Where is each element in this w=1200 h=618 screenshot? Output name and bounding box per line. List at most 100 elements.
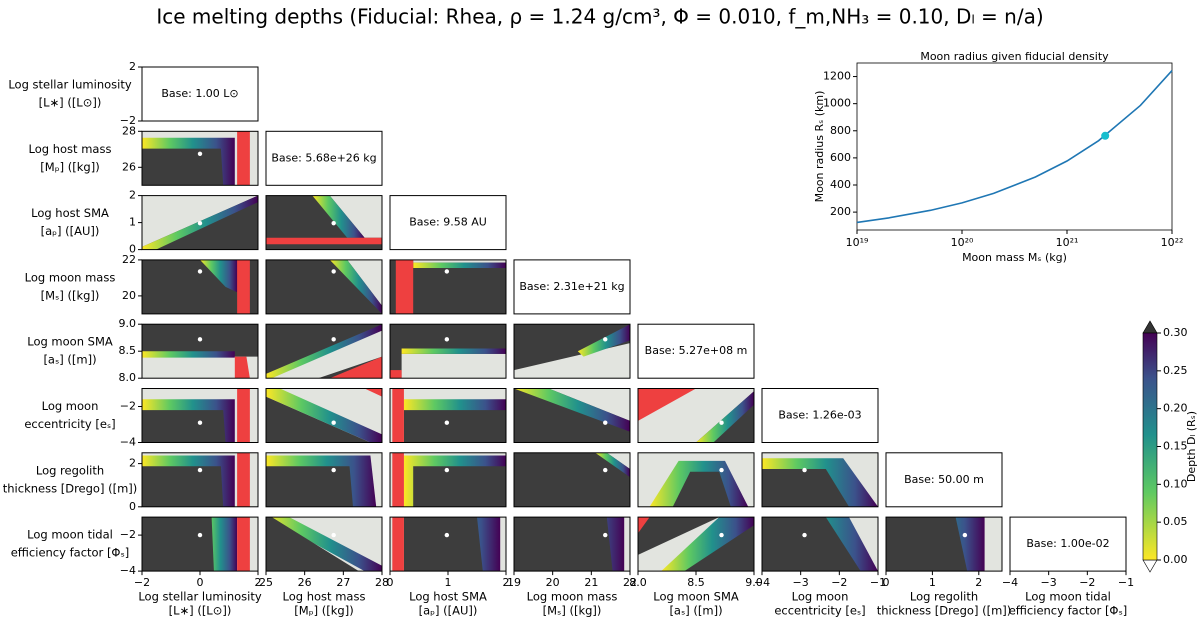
colorbar-tick-label: 0.20 (1163, 402, 1188, 415)
base-box (761, 388, 879, 443)
x-tick-label: 9.0 (745, 576, 763, 589)
heatmap-region (142, 410, 226, 443)
colorbar-extend-top (1142, 320, 1158, 334)
panel-frame (265, 388, 383, 443)
base-label: Base: 1.00 L⊙ (161, 87, 238, 100)
x-tick-label: 28 (375, 576, 389, 589)
x-tick-label: 0 (197, 576, 204, 589)
heatmap-region (312, 195, 365, 238)
fiducial-point (603, 532, 608, 538)
panel-frame (513, 323, 631, 379)
fiducial-point (444, 420, 450, 425)
heatmap-region (266, 388, 382, 443)
panel-frame (389, 452, 507, 508)
x-tick-label: 26 (298, 576, 312, 589)
y-tick-label: 2 (129, 189, 136, 202)
colorbar-extend-bottom (1142, 559, 1158, 573)
row-label: Log stellar luminosity (8, 78, 131, 92)
x-tick-label: 1 (445, 576, 452, 589)
y-tick-label: 8.5 (119, 344, 137, 357)
panel-frame (265, 323, 383, 379)
heatmap-region (413, 466, 506, 507)
column-label: Log stellar luminosity (138, 590, 261, 604)
fiducial-point (197, 337, 203, 342)
y-tick-label: −2 (120, 400, 136, 413)
y-tick-label: 8.0 (119, 371, 137, 384)
column-label: eccentricity [eₛ] (774, 604, 865, 618)
row-label: [aₚ] ([AU]) (41, 224, 100, 238)
fiducial-point (962, 532, 968, 538)
base-box (1009, 516, 1127, 572)
panel-frame (141, 130, 259, 186)
fiducial-point (197, 532, 203, 538)
x-tick-label: −1 (870, 576, 886, 589)
column-label: Log moon SMA (653, 590, 739, 604)
base-label: Base: 5.27e+08 m (645, 344, 748, 357)
heatmap-region (762, 469, 849, 507)
heatmap-region (142, 351, 235, 358)
heatmap-region (142, 356, 258, 379)
column-label: Log moon (792, 590, 849, 604)
panel-frame (141, 259, 259, 315)
x-tick-label: −2 (1079, 576, 1095, 589)
heatmap-region (762, 517, 861, 572)
x-tick-label: 27 (336, 576, 350, 589)
heatmap-region (392, 388, 404, 443)
heatmap-region (672, 471, 731, 507)
heatmap-region (392, 452, 404, 507)
heatmap-region (347, 259, 382, 306)
fiducial-point (603, 337, 608, 342)
row-label: Log host SMA (31, 206, 109, 220)
x-tick-label: −4 (1002, 576, 1018, 589)
fiducial-point (331, 220, 336, 226)
fiducial-point (802, 467, 807, 473)
heatmap-region (401, 353, 506, 379)
column-label: efficiency factor [Φₛ] (1009, 604, 1128, 618)
column-label: Log moon mass (527, 590, 618, 604)
heatmap-region (266, 466, 353, 507)
y-tick-label: 400 (830, 178, 851, 191)
heatmap-region (401, 348, 506, 354)
fiducial-point (802, 532, 807, 538)
y-tick-label: 200 (830, 205, 851, 218)
x-tick-label: 8.5 (687, 576, 705, 589)
x-tick-label: 20 (546, 576, 560, 589)
heatmap-region (266, 517, 382, 572)
panel-frame (761, 452, 879, 508)
column-label: [aₚ] ([AU]) (419, 604, 478, 618)
x-tick-label: 10¹⁹ (846, 236, 869, 249)
heatmap-region (266, 517, 359, 572)
fiducial-point (444, 467, 450, 473)
y-tick-label: 2 (129, 457, 136, 470)
y-tick-label: 22 (122, 253, 136, 266)
heatmap-region (403, 410, 506, 443)
column-label: thickness [Drego] ([m]) (877, 604, 1012, 618)
base-box (141, 66, 259, 122)
x-tick-label: −3 (1041, 576, 1057, 589)
fiducial-point (444, 337, 450, 342)
y-tick-label: 0 (129, 500, 136, 513)
heatmap-region (142, 148, 224, 186)
y-tick-label: −4 (120, 436, 136, 449)
panel-frame (265, 516, 383, 572)
panel-frame (141, 388, 259, 443)
y-tick-label: 26 (122, 160, 136, 173)
x-tick-label: 1 (929, 576, 936, 589)
heatmap-region (413, 262, 506, 268)
row-label: [L∗] ([L⊙]) (39, 96, 102, 110)
heatmap-region (237, 517, 250, 572)
x-tick-label: 22 (623, 576, 637, 589)
column-label: Log host SMA (409, 590, 487, 604)
base-box (513, 259, 631, 315)
panel-frame (265, 195, 383, 251)
panel-frame (637, 516, 755, 572)
heatmap-region (514, 343, 630, 379)
row-label: [aₛ] ([m]) (43, 353, 96, 367)
x-tick-label: 10²⁰ (951, 236, 974, 249)
x-tick-label: 0 (387, 576, 394, 589)
row-label: Log moon (42, 399, 99, 413)
base-label: Base: 1.26e-03 (778, 409, 861, 422)
x-tick-label: −1 (1118, 576, 1134, 589)
y-tick-label: 2 (129, 60, 136, 73)
base-label: Base: 5.68e+26 kg (271, 151, 376, 164)
